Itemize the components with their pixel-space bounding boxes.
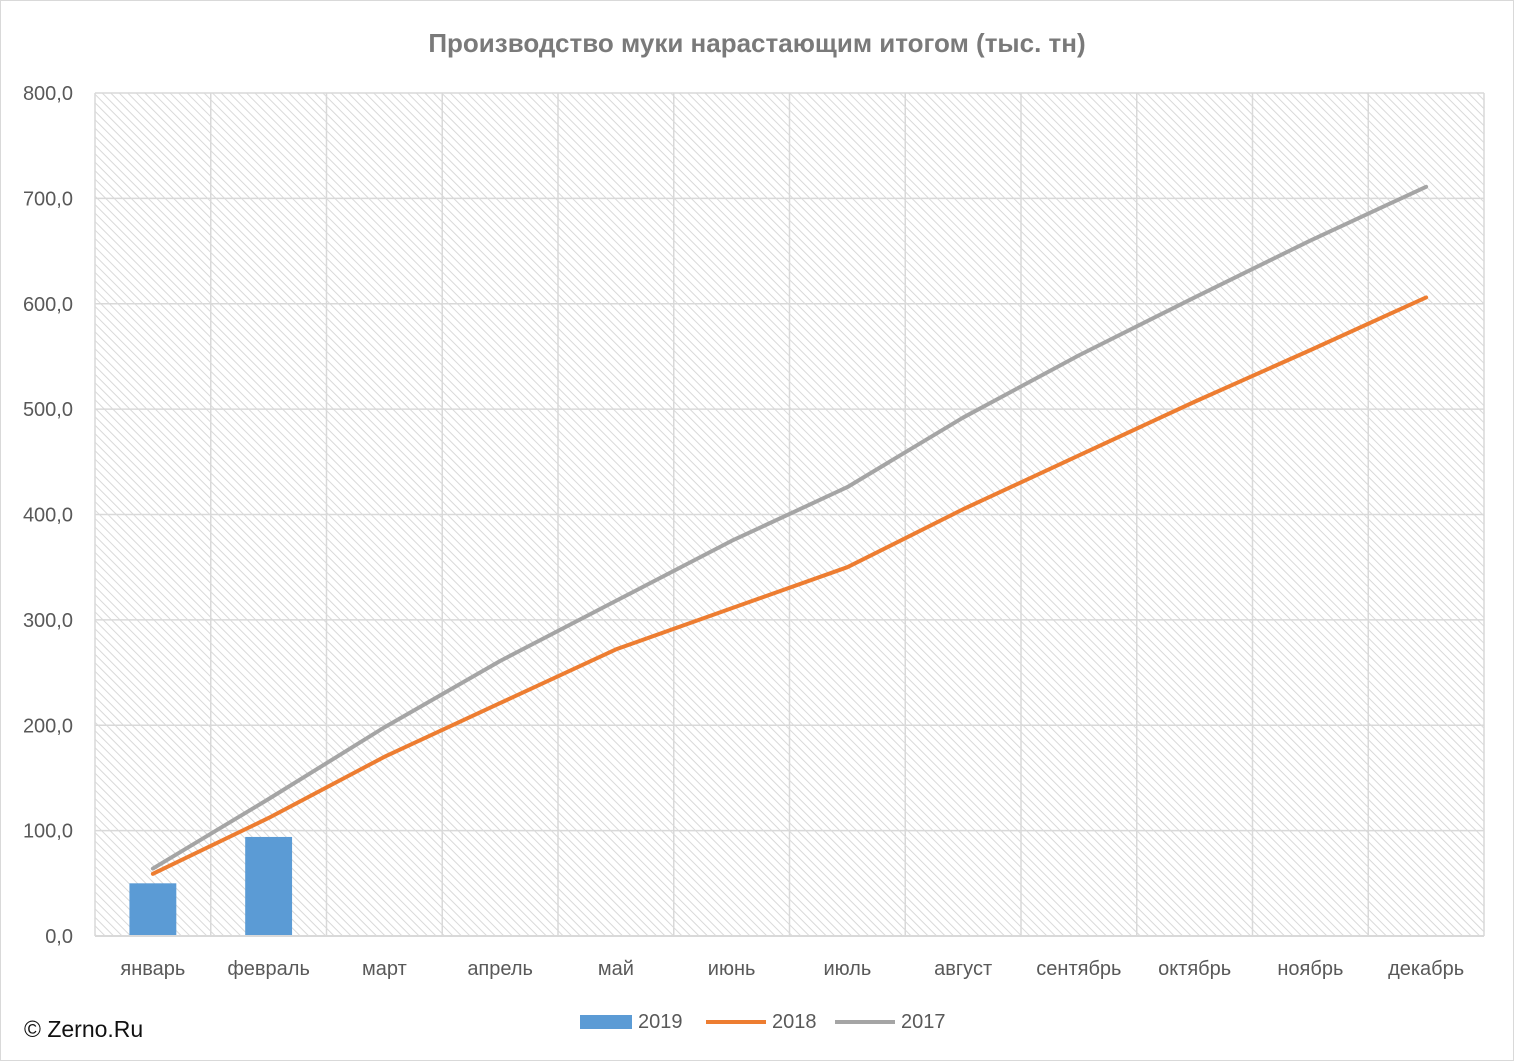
series-line-2018 (150, 295, 1429, 876)
legend-swatch-2019 (580, 1015, 632, 1029)
legend: 2019 2018 2017 (0, 1009, 1514, 1035)
series-line-2017 (150, 184, 1429, 871)
chart-title: Производство муки нарастающим итогом (ты… (428, 28, 1086, 58)
legend-label-2018: 2018 (772, 1010, 817, 1033)
x-tick-label: март (362, 958, 407, 980)
legend-item-2019: 2019 (580, 1009, 683, 1035)
legend-swatch-2018 (706, 1020, 766, 1024)
x-tick-label: июль (823, 958, 871, 980)
legend-item-2017: 2017 (835, 1009, 946, 1035)
y-tick-label: 700,0 (23, 188, 73, 210)
y-tick-label: 500,0 (23, 399, 73, 421)
x-tick-label: ноябрь (1277, 958, 1343, 980)
copyright-label: © Zerno.Ru (24, 1016, 144, 1042)
bar-2019 (129, 883, 177, 936)
legend-item-2018: 2018 (706, 1009, 817, 1035)
y-tick-label: 400,0 (23, 505, 73, 527)
y-tick-label: 200,0 (23, 715, 73, 737)
x-tick-label: февраль (227, 958, 310, 980)
y-tick-label: 0,0 (45, 926, 73, 948)
x-tick-label: июнь (708, 958, 756, 980)
bar-2019 (245, 836, 293, 936)
y-tick-label: 100,0 (23, 821, 73, 843)
x-tick-label: август (934, 958, 992, 980)
x-tick-label: май (598, 958, 634, 980)
y-tick-label: 300,0 (23, 610, 73, 632)
legend-label-2019: 2019 (638, 1010, 683, 1033)
x-tick-label: апрель (467, 958, 533, 980)
x-tick-label: декабрь (1388, 958, 1464, 980)
legend-label-2017: 2017 (901, 1010, 946, 1033)
legend-swatch-2017 (835, 1020, 895, 1024)
y-tick-label: 800,0 (23, 83, 73, 105)
y-tick-label: 600,0 (23, 294, 73, 316)
x-tick-label: сентябрь (1036, 958, 1121, 980)
x-tick-label: январь (120, 958, 185, 980)
x-tick-label: октябрь (1158, 958, 1231, 980)
